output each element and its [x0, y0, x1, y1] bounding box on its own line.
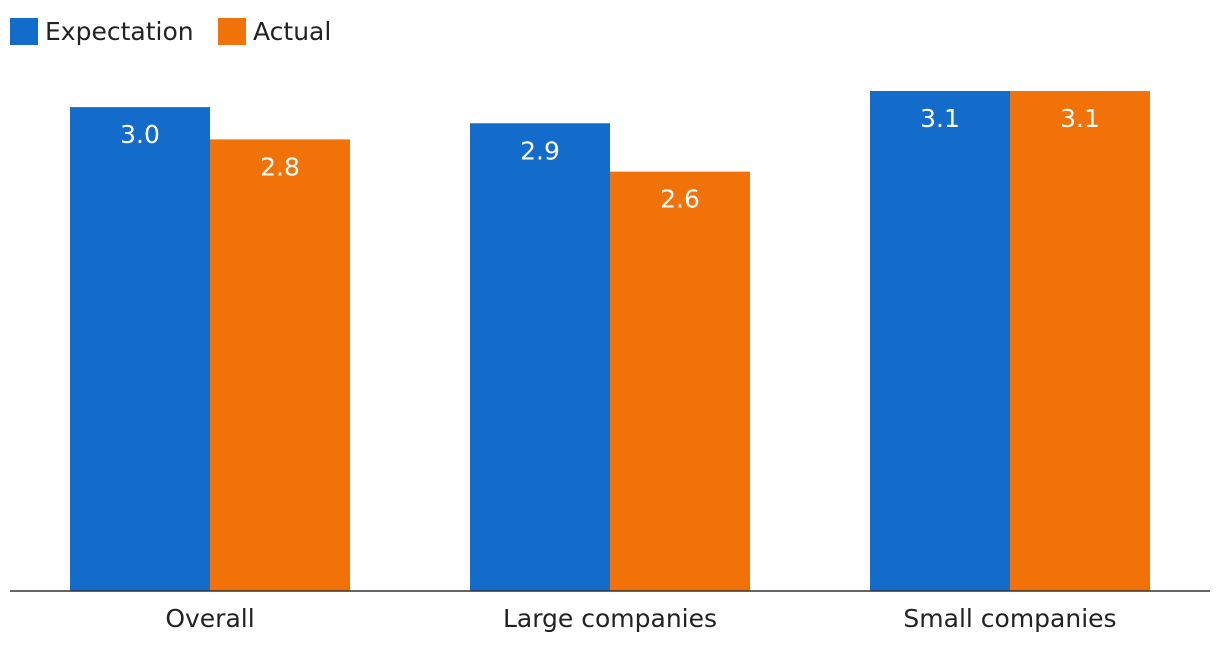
bars	[70, 91, 1150, 592]
bar-actual-large-companies	[610, 171, 750, 592]
legend-label-actual: Actual	[253, 17, 331, 46]
data-label-expectation-small-companies: 3.1	[920, 104, 960, 133]
bar-actual-small-companies	[1010, 91, 1150, 591]
data-label-actual-overall: 2.8	[260, 152, 300, 181]
bar-expectation-small-companies	[870, 91, 1010, 591]
x-axis-tick-labels: Overall Large companies Small companies	[165, 604, 1116, 633]
x-tick-label-small-companies: Small companies	[903, 604, 1116, 633]
legend: Expectation Actual	[10, 17, 331, 46]
data-label-expectation-overall: 3.0	[120, 120, 160, 149]
bar-labels: 3.0 2.8 2.9 2.6 3.1 3.1	[120, 104, 1100, 214]
legend-swatch-expectation	[10, 18, 38, 45]
legend-swatch-actual	[218, 18, 246, 45]
data-label-actual-small-companies: 3.1	[1060, 104, 1100, 133]
bar-actual-overall	[210, 139, 350, 592]
data-label-expectation-large-companies: 2.9	[520, 136, 560, 165]
bar-expectation-large-companies	[470, 123, 610, 592]
data-label-actual-large-companies: 2.6	[660, 185, 700, 214]
bar-expectation-overall	[70, 107, 210, 592]
x-tick-label-overall: Overall	[165, 604, 254, 633]
legend-label-expectation: Expectation	[45, 17, 194, 46]
x-tick-label-large-companies: Large companies	[503, 604, 717, 633]
